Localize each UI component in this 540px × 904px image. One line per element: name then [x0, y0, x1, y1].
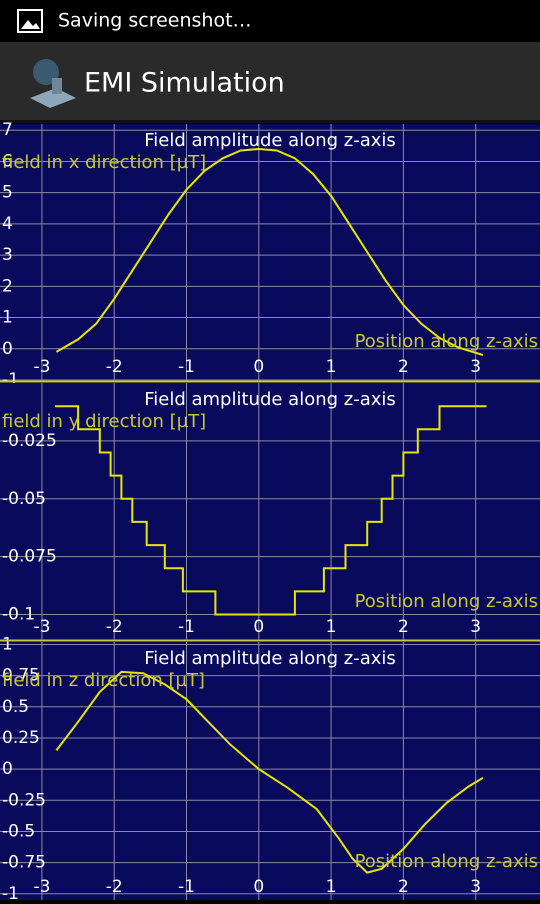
y-tick-label: 0.25: [2, 728, 40, 748]
x-tick-label: -2: [106, 877, 123, 897]
x-tick-label: 3: [470, 877, 481, 897]
y-tick-label: 4: [2, 214, 13, 234]
plot-background: [0, 124, 540, 380]
plot-background: [0, 383, 540, 640]
y-axis-label: field in x direction [µT]: [2, 152, 206, 173]
y-tick-label: -1: [2, 884, 19, 900]
x-tick-label: 2: [398, 617, 409, 637]
action-bar-shadow: [0, 120, 540, 123]
y-axis-label: field in z direction [µT]: [2, 670, 205, 691]
y-tick-label: -0.1: [2, 605, 35, 625]
y-tick-label: 0: [2, 339, 13, 359]
app-icon: [30, 59, 76, 108]
y-tick-label: 7: [2, 120, 13, 140]
y-tick-label: 5: [2, 183, 13, 203]
x-tick-label: -3: [33, 357, 50, 377]
y-tick-label: 2: [2, 276, 13, 296]
y-tick-label: 3: [2, 245, 13, 265]
y-tick-label: -0.05: [2, 489, 46, 509]
chart-title: Field amplitude along z-axis: [144, 648, 396, 669]
x-tick-label: -3: [33, 877, 50, 897]
y-tick-label: 6: [2, 151, 13, 171]
y-tick-label: -0.25: [2, 790, 46, 810]
x-tick-label: -1: [178, 357, 195, 377]
x-tick-label: 3: [470, 617, 481, 637]
y-tick-label: -0.025: [2, 431, 57, 451]
chart-title: Field amplitude along z-axis: [144, 389, 396, 410]
x-axis-label: Position along z-axis: [355, 591, 538, 612]
x-tick-label: -1: [178, 617, 195, 637]
y-tick-label: 0.5: [2, 697, 29, 717]
y-tick-label: 0.75: [2, 666, 40, 686]
chart-title: Field amplitude along z-axis: [144, 130, 396, 151]
y-tick-label: 1: [2, 308, 13, 328]
y-tick-label: 0: [2, 759, 13, 779]
plot-background: [0, 642, 540, 900]
y-tick-label: 1: [2, 634, 13, 654]
x-tick-label: -2: [106, 617, 123, 637]
status-bar: [0, 0, 540, 42]
x-tick-label: -2: [106, 357, 123, 377]
action-bar: [0, 42, 540, 122]
screenshot-icon-glyph: [21, 20, 40, 29]
app-icon-base: [30, 88, 76, 108]
x-tick-label: 0: [253, 877, 264, 897]
x-tick-label: 1: [326, 877, 337, 897]
x-tick-label: 2: [398, 877, 409, 897]
chart: -0.1 -0.075 -0.05 -0.025 -3 -2 -1 0 1 2 3 Field amp…: [0, 383, 540, 640]
y-axis-label: field in y direction [µT]: [2, 411, 206, 432]
data-line: [55, 670, 484, 874]
app-title[interactable]: EMI Simulation: [84, 68, 285, 99]
chart: -1 -0.75 -0.5 -0.25 0 0.25 0.5 0.75 1 -3 -2 -1 0 1 2 3 F…: [0, 634, 540, 904]
y-tick-label: -0.075: [2, 547, 57, 567]
y-tick-label: -0.75: [2, 853, 46, 873]
status-text: Saving screenshot…: [58, 10, 252, 32]
y-tick-label: -0.5: [2, 821, 35, 841]
x-tick-label: 1: [326, 357, 337, 377]
x-axis-label: Position along z-axis: [355, 331, 538, 352]
x-tick-label: 1: [326, 617, 337, 637]
data-line: [55, 147, 484, 356]
app-icon-stand: [52, 78, 62, 94]
screenshot-icon: [17, 9, 43, 33]
x-tick-label: 0: [253, 357, 264, 377]
x-axis-label: Position along z-axis: [355, 851, 538, 872]
x-tick-label: 2: [398, 357, 409, 377]
x-tick-label: -1: [178, 877, 195, 897]
x-tick-label: 0: [253, 617, 264, 637]
x-tick-label: -3: [33, 617, 50, 637]
x-tick-label: 3: [470, 357, 481, 377]
data-line: [54, 405, 487, 616]
